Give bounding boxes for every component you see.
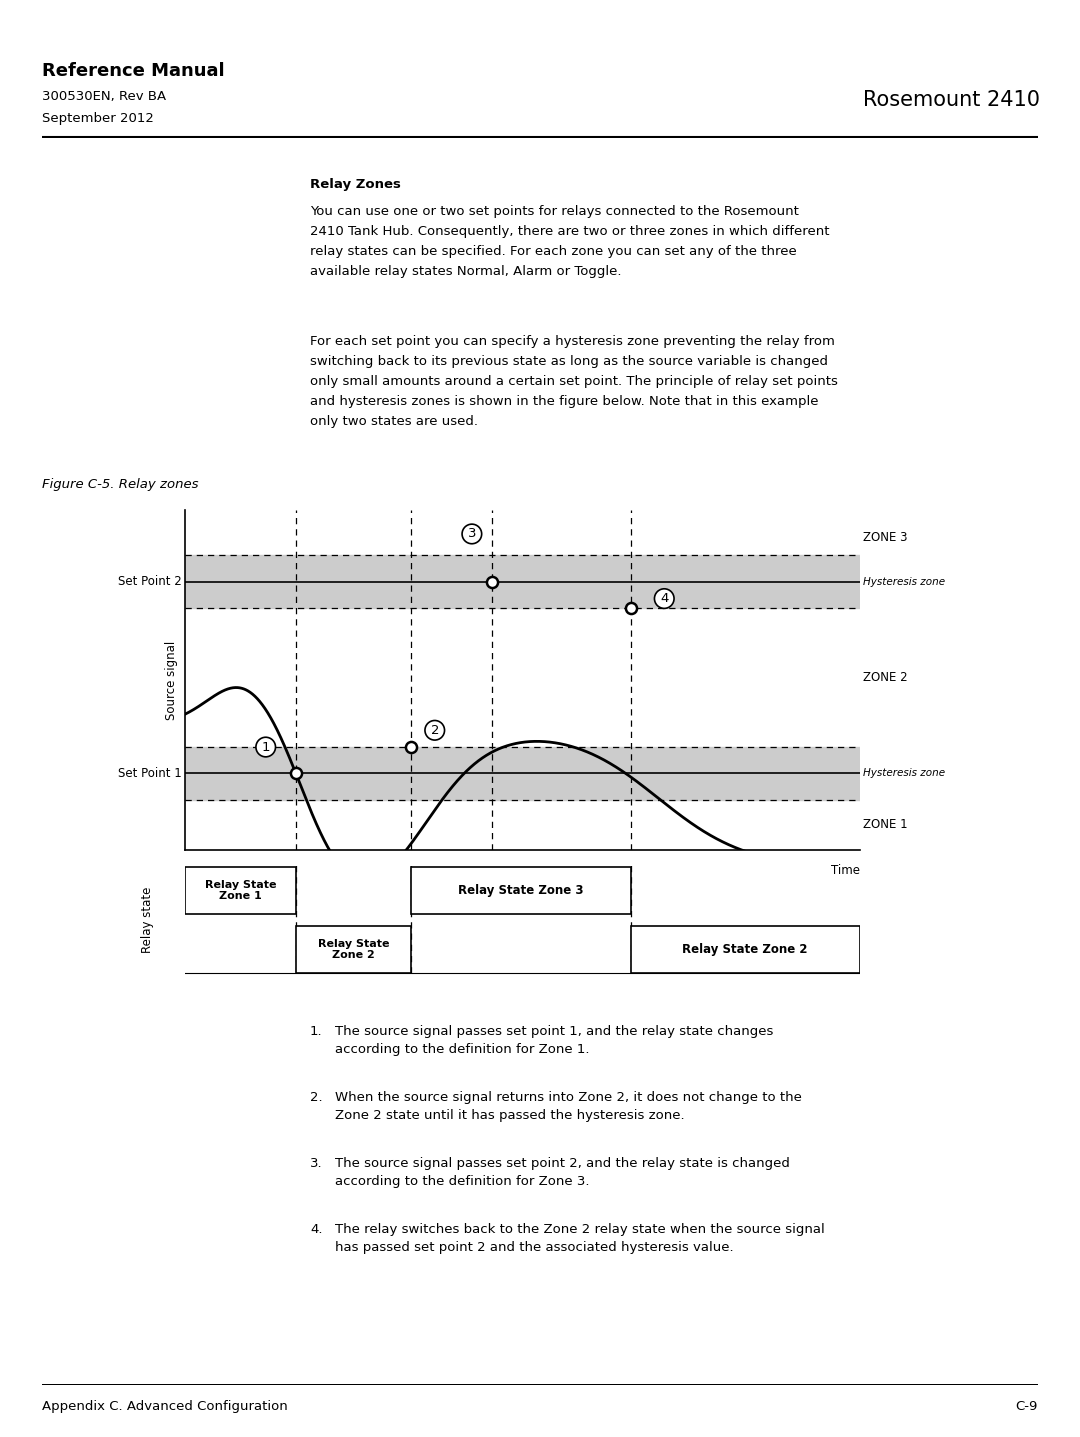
Bar — [185, 867, 296, 914]
Text: 1.: 1. — [310, 1025, 323, 1038]
Text: ZONE 1: ZONE 1 — [863, 818, 908, 832]
Bar — [185, 747, 860, 800]
Text: Relay State Zone 3: Relay State Zone 3 — [458, 884, 583, 897]
Text: Relay state: Relay state — [141, 887, 154, 953]
Bar — [411, 867, 631, 914]
Text: ZONE 3: ZONE 3 — [863, 530, 908, 543]
Bar — [185, 556, 860, 608]
Text: C-9: C-9 — [1015, 1400, 1038, 1413]
Text: and hysteresis zones is shown in the figure below. Note that in this example: and hysteresis zones is shown in the fig… — [310, 395, 819, 408]
Text: only two states are used.: only two states are used. — [310, 415, 478, 428]
Text: Set Point 1: Set Point 1 — [118, 767, 181, 780]
Text: Relay State Zone 2: Relay State Zone 2 — [683, 943, 808, 956]
Text: Reference Manual: Reference Manual — [42, 62, 225, 80]
Text: 300530EN, Rev BA: 300530EN, Rev BA — [42, 91, 166, 103]
Text: relay states can be specified. For each zone you can set any of the three: relay states can be specified. For each … — [310, 244, 797, 259]
Text: Time: Time — [831, 864, 860, 877]
Text: 2410 Tank Hub. Consequently, there are two or three zones in which different: 2410 Tank Hub. Consequently, there are t… — [310, 226, 829, 239]
Text: only small amounts around a certain set point. The principle of relay set points: only small amounts around a certain set … — [310, 375, 838, 388]
Text: Hysteresis zone: Hysteresis zone — [863, 576, 945, 586]
Text: 1: 1 — [261, 740, 270, 753]
Y-axis label: Source signal: Source signal — [165, 641, 178, 720]
Text: switching back to its previous state as long as the source variable is changed: switching back to its previous state as … — [310, 355, 828, 368]
Text: Appendix C. Advanced Configuration: Appendix C. Advanced Configuration — [42, 1400, 287, 1413]
Text: Relay State
Zone 1: Relay State Zone 1 — [205, 879, 276, 901]
Text: For each set point you can specify a hysteresis zone preventing the relay from: For each set point you can specify a hys… — [310, 335, 835, 348]
Text: 2.: 2. — [310, 1091, 323, 1104]
Text: 3.: 3. — [310, 1157, 323, 1170]
Text: The source signal passes set point 2, and the relay state is changed: The source signal passes set point 2, an… — [335, 1157, 789, 1170]
Text: ZONE 2: ZONE 2 — [863, 671, 908, 684]
Text: Relay Zones: Relay Zones — [310, 178, 401, 191]
Text: Zone 2 state until it has passed the hysteresis zone.: Zone 2 state until it has passed the hys… — [335, 1109, 685, 1122]
Bar — [296, 925, 411, 973]
Text: The source signal passes set point 1, and the relay state changes: The source signal passes set point 1, an… — [335, 1025, 773, 1038]
Text: When the source signal returns into Zone 2, it does not change to the: When the source signal returns into Zone… — [335, 1091, 801, 1104]
Text: Rosemount 2410: Rosemount 2410 — [863, 91, 1040, 111]
Text: 4.: 4. — [310, 1223, 323, 1236]
Bar — [631, 925, 860, 973]
Text: according to the definition for Zone 1.: according to the definition for Zone 1. — [335, 1043, 590, 1056]
Text: available relay states Normal, Alarm or Toggle.: available relay states Normal, Alarm or … — [310, 264, 621, 277]
Text: according to the definition for Zone 3.: according to the definition for Zone 3. — [335, 1175, 590, 1188]
Text: Figure C-5. Relay zones: Figure C-5. Relay zones — [42, 479, 199, 491]
Text: Relay State
Zone 2: Relay State Zone 2 — [318, 938, 390, 960]
Text: 2: 2 — [431, 724, 438, 737]
Text: Set Point 2: Set Point 2 — [118, 575, 181, 588]
Text: 3: 3 — [468, 527, 476, 540]
Text: has passed set point 2 and the associated hysteresis value.: has passed set point 2 and the associate… — [335, 1242, 733, 1255]
Text: You can use one or two set points for relays connected to the Rosemount: You can use one or two set points for re… — [310, 205, 799, 218]
Text: The relay switches back to the Zone 2 relay state when the source signal: The relay switches back to the Zone 2 re… — [335, 1223, 825, 1236]
Text: September 2012: September 2012 — [42, 112, 153, 125]
Text: 4: 4 — [660, 592, 669, 605]
Text: Hysteresis zone: Hysteresis zone — [863, 769, 945, 779]
